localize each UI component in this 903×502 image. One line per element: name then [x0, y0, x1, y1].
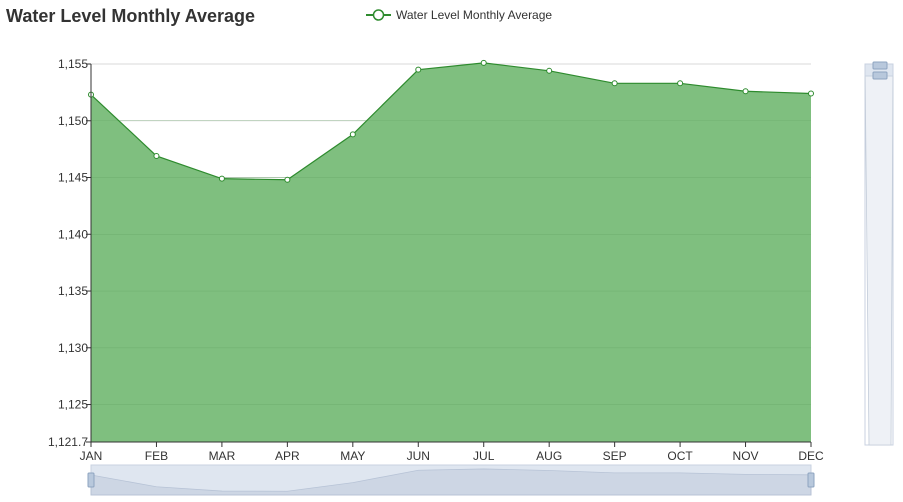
data-point-nov[interactable]	[742, 88, 749, 95]
x-tick-label-jul: JUL	[473, 449, 495, 463]
x-zoom-handle-right[interactable]	[807, 472, 815, 488]
series-area	[91, 62, 811, 442]
data-point-aug[interactable]	[546, 67, 553, 74]
x-tick-label-mar: MAR	[209, 449, 236, 463]
series-line	[90, 62, 812, 181]
x-tick-label-sep: SEP	[603, 449, 627, 463]
data-point-jun[interactable]	[415, 66, 422, 73]
data-point-jul[interactable]	[480, 59, 487, 66]
y-tick-label-1: 1,150	[58, 114, 88, 128]
y-tick-label-4: 1,135	[58, 284, 88, 298]
data-point-sep[interactable]	[611, 80, 618, 87]
y-tick-label-3: 1,140	[58, 227, 88, 241]
data-point-may[interactable]	[349, 131, 356, 138]
y-tick-label-0: 1,155	[58, 57, 88, 71]
y-zoom-handle-top[interactable]	[872, 61, 888, 70]
x-zoom-handle-left[interactable]	[87, 472, 95, 488]
legend-item[interactable]: Water Level Monthly Average	[366, 7, 552, 23]
x-tick-label-may: MAY	[340, 449, 365, 463]
x-tick-label-aug: AUG	[536, 449, 562, 463]
y-zoom-preview-area	[864, 63, 894, 446]
x-tick-label-jun: JUN	[407, 449, 430, 463]
x-tick-label-apr: APR	[275, 449, 300, 463]
x-zoom-preview-area	[90, 468, 812, 496]
y-tick-label-5: 1,130	[58, 341, 88, 355]
y-tick-label-2: 1,145	[58, 171, 88, 185]
data-point-oct[interactable]	[677, 80, 684, 87]
y-tick-label-6: 1,125	[58, 398, 88, 412]
chart-title: Water Level Monthly Average	[6, 6, 256, 26]
data-point-dec[interactable]	[808, 90, 814, 97]
x-tick-label-oct: OCT	[667, 449, 693, 463]
data-point-feb[interactable]	[153, 152, 160, 159]
x-tick-label-nov: NOV	[733, 449, 759, 463]
y-zoom-handle-bottom[interactable]	[872, 71, 888, 80]
x-tick-label-jan: JAN	[80, 449, 103, 463]
legend-label: Water Level Monthly Average	[396, 8, 553, 22]
x-tick-label-feb: FEB	[145, 449, 168, 463]
y-tick-label-7: 1,121.7	[48, 435, 88, 449]
x-tick-label-dec: DEC	[798, 449, 824, 463]
data-point-mar[interactable]	[218, 175, 225, 182]
legend-line-marker-icon	[366, 9, 391, 21]
data-point-apr[interactable]	[284, 176, 291, 183]
